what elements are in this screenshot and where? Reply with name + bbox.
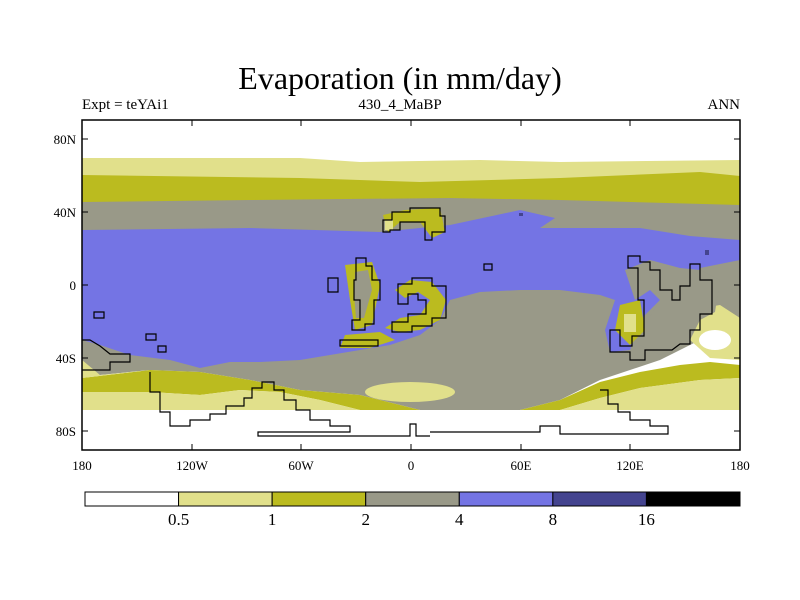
lat-label-40n: 40N (53, 205, 76, 220)
lon-label-180e: 180 (730, 458, 750, 473)
colorbar-swatch (365, 491, 460, 507)
colorbar-swatch (271, 491, 367, 507)
colorbar-label: 0.5 (167, 510, 190, 529)
contour-land-north-light (385, 220, 393, 230)
season-label: ANN (707, 97, 741, 113)
lat-label-80n: 80N (53, 132, 76, 147)
lon-label-60e: 60E (510, 458, 532, 473)
colorbar-swatch (645, 491, 741, 507)
contour-spot-dark (705, 250, 709, 255)
lat-label-80s: 80S (55, 424, 76, 439)
period-label: 430_4_MaBP (358, 97, 442, 113)
coastline-small-4 (145, 333, 157, 341)
coastlines (82, 207, 713, 437)
coastline-small-2 (483, 263, 493, 271)
coastline-north (382, 207, 446, 241)
colorbar (84, 491, 741, 507)
coastline-small-5 (157, 345, 167, 353)
contour-patch-white (699, 330, 731, 350)
coastline-south-strip (339, 339, 379, 347)
contour-spot-dark (519, 213, 523, 216)
colorbar-label: 1 (267, 510, 277, 529)
contour-oval-olive (365, 382, 455, 402)
contour-band-north-olive (82, 172, 740, 205)
contour-band-polar-north (82, 120, 740, 158)
colorbar-swatch (458, 491, 554, 507)
lat-label-0: 0 (69, 278, 77, 293)
map-title: Evaporation (in mm/day) (238, 60, 562, 96)
lat-label-40s: 40S (55, 351, 76, 366)
lon-ticks (191, 120, 631, 450)
lon-label-180w: 180 (72, 458, 92, 473)
colorbar-swatch (178, 491, 273, 507)
contour-land-north (383, 208, 445, 238)
colorbar-label: 4 (455, 510, 464, 529)
coastline-east (609, 255, 713, 361)
coastline-small-1 (327, 277, 339, 293)
colorbar-swatch (552, 491, 647, 507)
contour-land-east-light (624, 314, 636, 332)
contour-land-central-inner (354, 270, 372, 318)
contour-land-east (625, 260, 720, 355)
lon-label-120e: 120E (616, 458, 644, 473)
lat-ticks (82, 138, 740, 432)
coastline-small-3 (93, 311, 105, 319)
experiment-label: Expt = teYAi1 (82, 97, 169, 113)
coastline-ring (391, 277, 447, 333)
coastline-southern-continent (82, 339, 669, 437)
evaporation-field (82, 120, 740, 450)
colorbar-label: 2 (361, 510, 370, 529)
colorbar-swatch (84, 491, 180, 507)
lon-label-60w: 60W (288, 458, 314, 473)
coastline-central (351, 257, 381, 331)
colorbar-label: 16 (637, 510, 655, 529)
lon-label-120w: 120W (176, 458, 208, 473)
colorbar-label: 8 (548, 510, 558, 529)
contour-land-ring (385, 280, 446, 332)
lon-label-0: 0 (407, 458, 415, 473)
